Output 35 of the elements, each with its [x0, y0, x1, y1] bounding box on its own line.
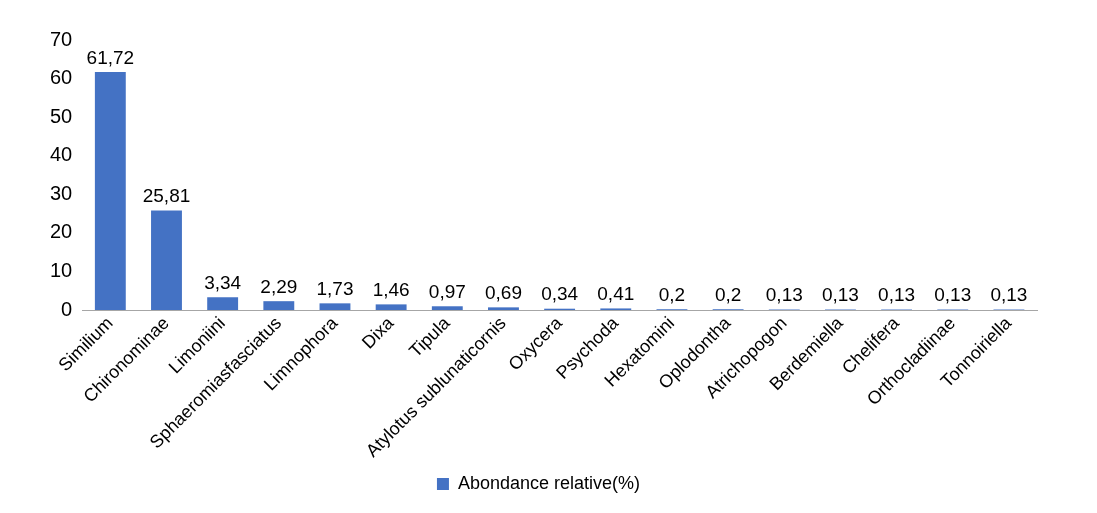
data-label: 0,97	[428, 281, 466, 303]
bar	[431, 306, 463, 311]
y-tick-label: 40	[50, 143, 73, 166]
data-label: 0,13	[934, 284, 972, 306]
data-label: 0,2	[658, 283, 686, 305]
y-tick-label: 20	[50, 220, 73, 243]
data-label: 25,81	[142, 185, 191, 207]
data-label: 0,34	[541, 283, 579, 305]
bar	[94, 71, 126, 311]
y-tick-label: 30	[50, 181, 73, 204]
y-tick-label: 60	[50, 66, 73, 89]
legend-label: Abondance relative(%)	[457, 472, 641, 493]
x-tick-label: Dixa	[357, 312, 399, 353]
data-label: 2,29	[260, 275, 298, 297]
data-label: 0,2	[714, 283, 742, 305]
bar	[319, 303, 351, 311]
data-label: 0,41	[597, 283, 635, 305]
data-label: 0,13	[878, 284, 916, 306]
y-tick-label: 70	[50, 27, 73, 50]
bar	[375, 304, 407, 311]
bar	[207, 297, 239, 311]
data-label: 0,13	[990, 284, 1028, 306]
bar	[488, 307, 519, 311]
data-label: 0,13	[821, 284, 859, 306]
data-label: 3,34	[204, 271, 242, 293]
data-label: 0,69	[484, 282, 522, 304]
data-label: 1,73	[316, 278, 354, 300]
data-label: 61,72	[86, 46, 135, 68]
y-tick-label: 50	[50, 104, 73, 127]
data-label: 0,13	[765, 284, 803, 306]
bar	[263, 301, 295, 311]
bar	[151, 210, 182, 311]
y-tick-label: 0	[61, 297, 73, 320]
data-label: 1,46	[372, 279, 410, 301]
y-tick-label: 10	[50, 258, 73, 281]
